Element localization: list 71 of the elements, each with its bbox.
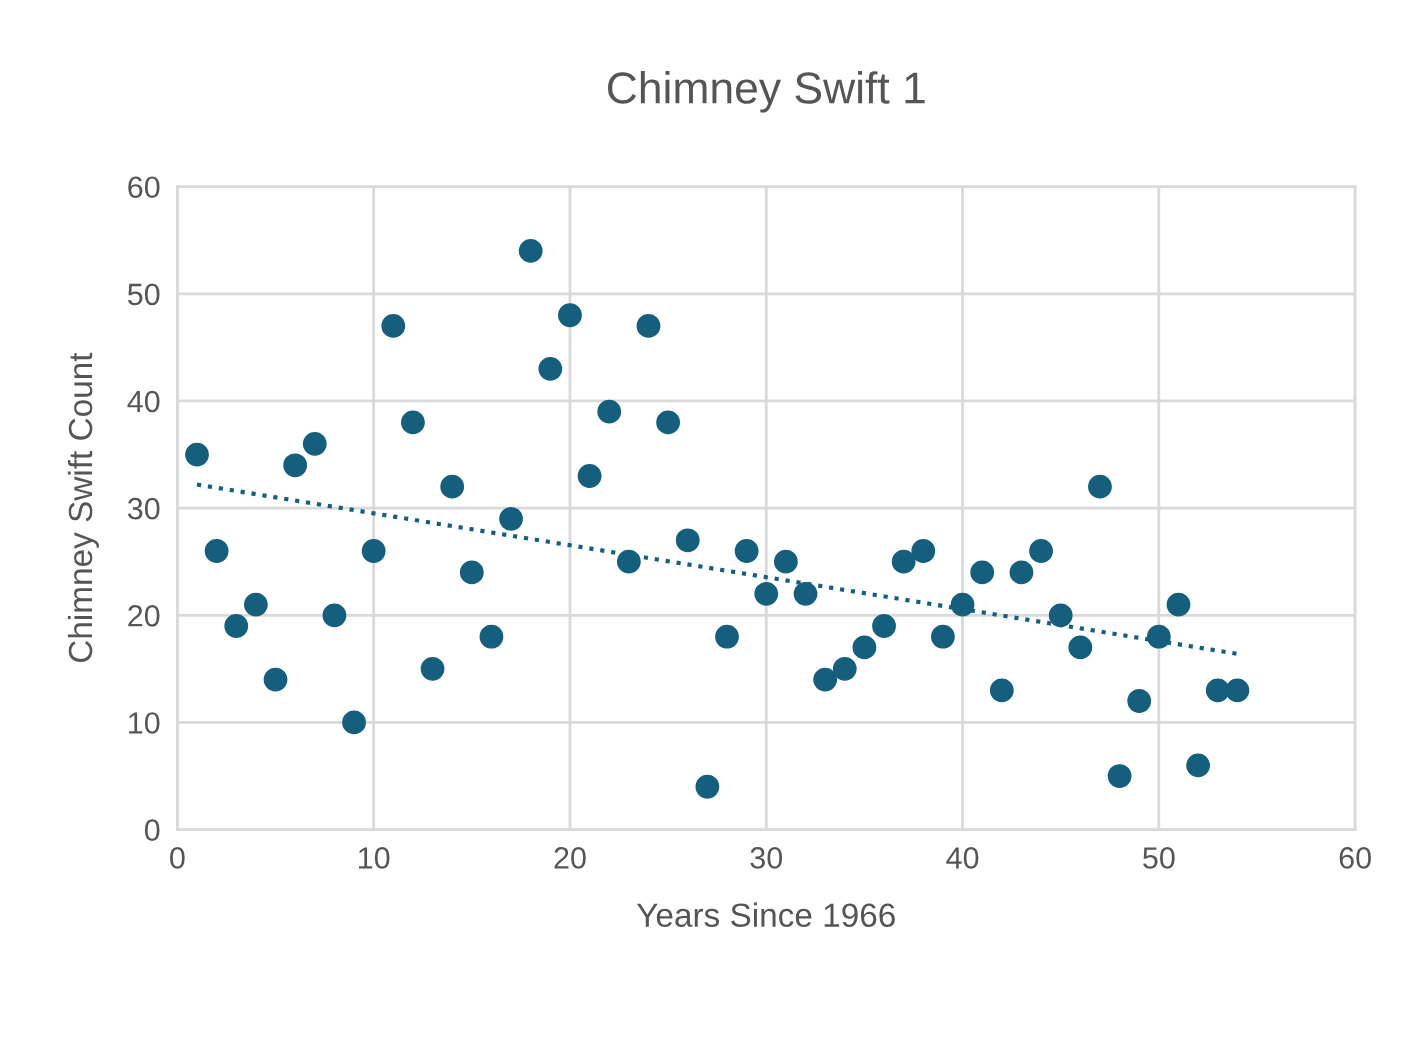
point bbox=[773, 549, 798, 574]
point bbox=[322, 603, 347, 628]
point bbox=[813, 667, 838, 692]
point bbox=[911, 539, 936, 563]
chart-title: Chimney Swift 1 bbox=[607, 71, 925, 113]
point bbox=[793, 581, 818, 606]
point bbox=[1029, 539, 1053, 563]
point bbox=[891, 549, 916, 574]
point bbox=[499, 506, 523, 531]
y-tick-label: 20 bbox=[128, 605, 160, 627]
y-tick-label: 60 bbox=[128, 176, 160, 199]
point bbox=[1166, 592, 1191, 617]
y-axis-title: Chimney Swift Count bbox=[67, 352, 99, 663]
x-tick-label: 50 bbox=[1143, 847, 1175, 869]
point bbox=[832, 656, 857, 681]
y-tick-label: 10 bbox=[129, 712, 160, 734]
point bbox=[852, 635, 877, 660]
point bbox=[381, 314, 406, 338]
point bbox=[558, 303, 582, 328]
point bbox=[440, 474, 465, 499]
point bbox=[636, 314, 661, 338]
point bbox=[675, 528, 700, 553]
point bbox=[1146, 624, 1171, 649]
point bbox=[538, 356, 563, 381]
point bbox=[401, 410, 425, 435]
point bbox=[989, 678, 1014, 703]
point bbox=[283, 453, 308, 478]
point bbox=[597, 399, 622, 424]
point bbox=[1225, 678, 1250, 703]
point bbox=[420, 656, 445, 681]
point bbox=[204, 539, 229, 563]
point bbox=[1107, 764, 1132, 788]
point bbox=[616, 549, 641, 574]
point bbox=[361, 539, 386, 563]
point bbox=[185, 442, 209, 467]
x-tick-label: 40 bbox=[946, 847, 979, 869]
point bbox=[459, 560, 484, 585]
point bbox=[1088, 474, 1112, 499]
point bbox=[1205, 678, 1230, 703]
point bbox=[872, 614, 896, 638]
x-tick-label: 30 bbox=[750, 847, 783, 869]
point bbox=[715, 624, 739, 649]
point bbox=[577, 464, 602, 488]
point bbox=[1127, 689, 1152, 713]
point bbox=[1048, 603, 1073, 628]
point bbox=[342, 710, 366, 735]
x-tick-label: 0 bbox=[170, 847, 185, 869]
point bbox=[224, 614, 249, 638]
y-tick-label: 30 bbox=[127, 497, 160, 520]
x-tick-label: 60 bbox=[1339, 847, 1371, 869]
x-tick-label: 20 bbox=[554, 847, 586, 869]
y-tick-label: 0 bbox=[144, 819, 160, 841]
x-axis-title: Years Since 1966 bbox=[636, 902, 895, 928]
point bbox=[695, 774, 720, 799]
point bbox=[734, 539, 759, 563]
y-tick-label: 40 bbox=[127, 390, 160, 413]
point bbox=[656, 410, 681, 435]
point bbox=[479, 624, 504, 649]
point bbox=[518, 239, 543, 263]
point bbox=[950, 592, 975, 617]
point bbox=[263, 667, 288, 692]
point bbox=[931, 624, 955, 649]
x-tick-label: 10 bbox=[359, 847, 390, 869]
point bbox=[1009, 560, 1034, 585]
point bbox=[970, 560, 995, 585]
point bbox=[244, 592, 268, 617]
y-tick-label: 50 bbox=[127, 283, 160, 306]
point bbox=[754, 581, 779, 606]
point bbox=[1186, 753, 1211, 778]
point bbox=[1068, 635, 1093, 660]
point bbox=[302, 431, 327, 456]
